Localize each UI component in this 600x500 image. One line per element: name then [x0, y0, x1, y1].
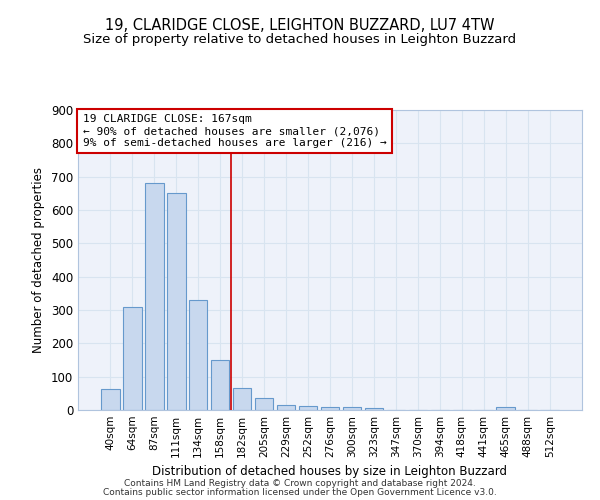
Bar — [299, 406, 317, 410]
Bar — [189, 300, 208, 410]
Text: Size of property relative to detached houses in Leighton Buzzard: Size of property relative to detached ho… — [83, 32, 517, 46]
Text: Contains HM Land Registry data © Crown copyright and database right 2024.: Contains HM Land Registry data © Crown c… — [124, 478, 476, 488]
Text: 19, CLARIDGE CLOSE, LEIGHTON BUZZARD, LU7 4TW: 19, CLARIDGE CLOSE, LEIGHTON BUZZARD, LU… — [105, 18, 495, 32]
Bar — [255, 398, 274, 410]
Text: Contains public sector information licensed under the Open Government Licence v3: Contains public sector information licen… — [103, 488, 497, 497]
Bar — [123, 306, 142, 410]
Y-axis label: Number of detached properties: Number of detached properties — [32, 167, 46, 353]
Bar — [101, 389, 119, 410]
Bar — [343, 408, 361, 410]
X-axis label: Distribution of detached houses by size in Leighton Buzzard: Distribution of detached houses by size … — [152, 466, 508, 478]
Bar — [145, 182, 164, 410]
Bar — [496, 408, 515, 410]
Bar — [320, 406, 340, 410]
Bar — [277, 405, 295, 410]
Bar — [211, 360, 229, 410]
Bar — [365, 408, 383, 410]
Bar — [233, 388, 251, 410]
Text: 19 CLARIDGE CLOSE: 167sqm
← 90% of detached houses are smaller (2,076)
9% of sem: 19 CLARIDGE CLOSE: 167sqm ← 90% of detac… — [83, 114, 387, 148]
Bar — [167, 194, 185, 410]
